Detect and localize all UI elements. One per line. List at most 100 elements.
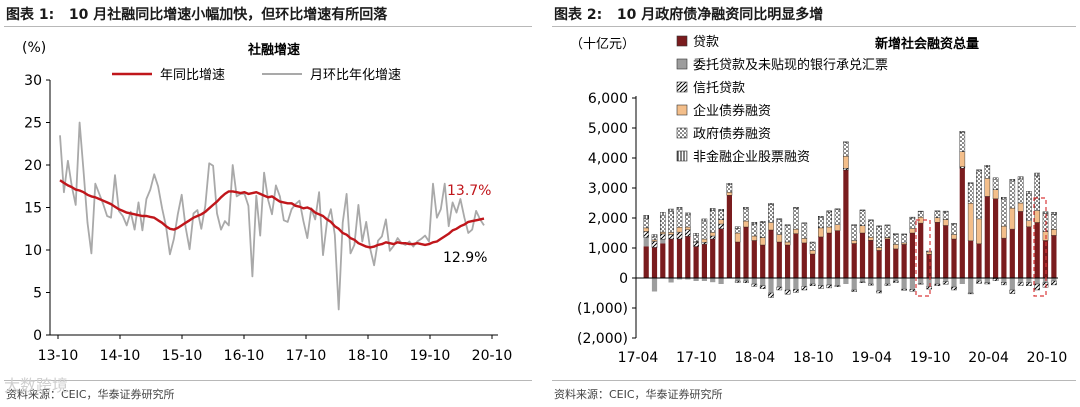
bar-government-bond (751, 223, 758, 237)
left-figure-number: 图表 1: (6, 7, 55, 23)
bar-government-bond (934, 211, 941, 218)
bar-entrusted-and-acceptance (951, 278, 957, 287)
x-tick-label: 16-10 (224, 348, 265, 364)
bar-equity (984, 164, 991, 167)
bar-loan (1034, 222, 1040, 278)
bar-entrusted-and-acceptance (959, 278, 965, 284)
bar-loan (976, 243, 982, 278)
bar-equity (893, 233, 899, 235)
bar-entrusted-and-acceptance (785, 278, 791, 290)
left-bottom-rule (4, 380, 532, 381)
bar-equity (651, 234, 658, 238)
bar-trust-loan (901, 288, 907, 291)
bar-government-bond (917, 211, 924, 218)
bar-entrusted-and-acceptance (943, 278, 949, 282)
bar-equity (1001, 197, 1007, 200)
bar-entrusted-and-acceptance (676, 278, 683, 280)
x-tick-label: 19-10 (410, 348, 451, 364)
bar-trust-loan (818, 285, 824, 289)
bar-trust-loan (759, 285, 766, 289)
bar-equity (843, 141, 849, 143)
bar-entrusted-and-acceptance (1026, 278, 1032, 283)
bar-corporate-bond (809, 250, 816, 255)
bar-equity (917, 210, 924, 212)
bar-trust-loan (909, 289, 916, 292)
bar-entrusted-and-acceptance (710, 278, 716, 283)
x-tick-label: 15-10 (162, 348, 203, 364)
legend-swatch-loan (676, 35, 688, 47)
bar-corporate-bond (718, 219, 724, 225)
bar-loan (785, 245, 791, 278)
bar-government-bond (1026, 193, 1032, 221)
bar-equity (959, 131, 966, 133)
left-source-note: 资料来源：CEIC，华泰证券研究所 (6, 388, 175, 401)
bar-entrusted-and-acceptance (843, 278, 849, 284)
right-figure-title: 图表 2: 10 月政府债净融资同比明显多增 (554, 4, 823, 24)
bar-trust-loan (1034, 283, 1041, 291)
legend-yoy-label: 年同比增速 (160, 68, 225, 83)
bar-equity (743, 206, 749, 210)
bar-corporate-bond (709, 232, 716, 237)
x-tick-label: 17-10 (676, 350, 717, 366)
bar-loan (643, 246, 649, 278)
y-tick-label: (2,000) (577, 331, 628, 347)
x-tick-label: 18-10 (793, 350, 834, 366)
bar-government-bond (668, 211, 674, 233)
bar-government-bond (651, 236, 658, 241)
bar-trust-loan (884, 283, 891, 286)
bar-trust-loan (693, 242, 699, 247)
bar-loan (943, 225, 949, 278)
bar-government-bond (818, 217, 824, 229)
bar-trust-loan (734, 280, 741, 283)
bar-entrusted-and-acceptance (1001, 278, 1007, 283)
bar-trust-loan (1017, 282, 1024, 286)
legend-swatch-corporate-bond (676, 104, 688, 116)
bar-corporate-bond (651, 239, 658, 242)
bar-equity (901, 233, 907, 235)
legend-swatch-government-bond (676, 127, 688, 139)
bar-trust-loan (651, 241, 658, 248)
bar-government-bond (809, 242, 816, 251)
bar-equity (718, 209, 724, 212)
x-tick-label: 19-04 (851, 350, 892, 366)
bar-entrusted-and-acceptance (810, 278, 816, 284)
bar-loan (760, 245, 766, 278)
y-tick-label: 30 (24, 73, 42, 89)
bar-corporate-bond (893, 244, 899, 250)
bar-equity (1017, 176, 1024, 180)
bar-government-bond (659, 215, 666, 233)
bar-corporate-bond (984, 178, 991, 197)
bar-loan (726, 195, 732, 278)
y-tick-label: 0 (33, 328, 42, 344)
bar-trust-loan (917, 283, 924, 285)
bar-trust-loan (992, 278, 999, 281)
bar-equity (759, 221, 766, 223)
bar-loan (934, 222, 940, 278)
bar-loan (984, 196, 990, 278)
bar-loan (1001, 238, 1007, 278)
bar-equity (851, 224, 858, 226)
bar-loan (843, 170, 849, 278)
bar-trust-loan (668, 234, 674, 240)
bar-loan (1009, 229, 1015, 278)
x-tick-label: 17-10 (286, 348, 327, 364)
bar-corporate-bond (859, 225, 866, 234)
bar-entrusted-and-acceptance (826, 278, 832, 285)
legend-swatch-trust-loan (676, 81, 688, 93)
bar-government-bond (643, 218, 649, 229)
bar-trust-loan (709, 235, 716, 240)
bar-government-bond (959, 131, 966, 152)
bar-equity (659, 212, 666, 216)
social-financing-growth-chart: 0 5 10 15 20 25 30 (%) 13-10 14-10 15-10 16-10 17-10… (22, 40, 512, 364)
bar-equity (942, 210, 949, 213)
bar-equity (967, 182, 974, 185)
bar-entrusted-and-acceptance (976, 278, 982, 281)
bar-loan (743, 227, 749, 278)
bar-loan (701, 244, 707, 278)
bar-government-bond (951, 223, 957, 235)
bar-government-bond (876, 226, 882, 248)
right-source-note: 资料来源：CEIC，华泰证券研究所 (554, 388, 723, 401)
bar-corporate-bond (726, 191, 733, 196)
bar-corporate-bond (851, 240, 858, 244)
right-chart-panel: 图表 2: 10 月政府债净融资同比明显多增 (2,000) (1,000) 0 1,… (548, 0, 1080, 407)
